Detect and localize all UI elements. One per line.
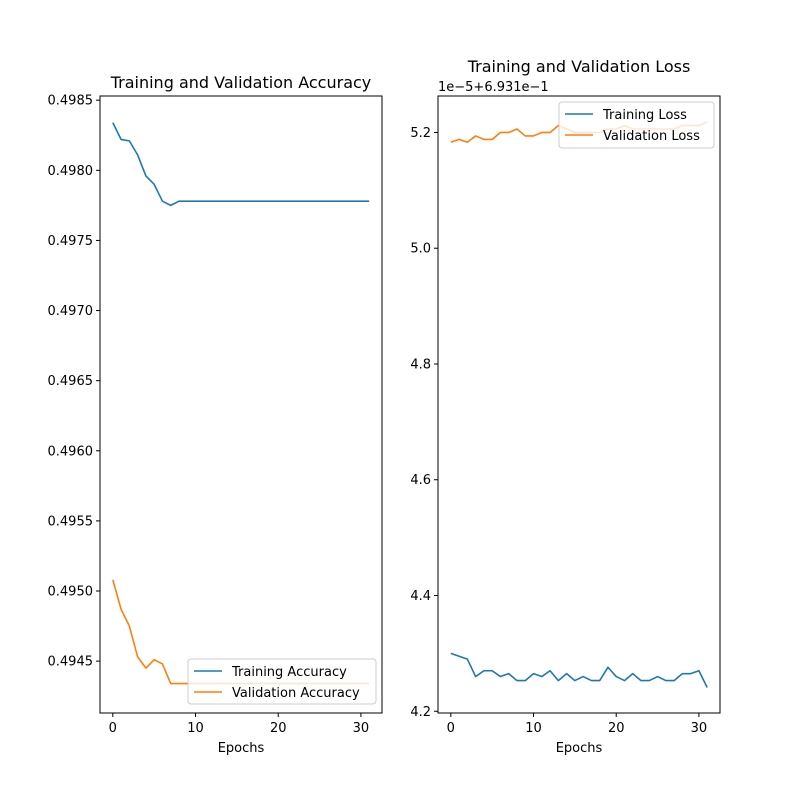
legend-label-validation-loss: Validation Loss <box>603 129 700 144</box>
loss-legend: Training Loss Validation Loss <box>558 101 715 149</box>
accuracy-chart-title: Training and Validation Accuracy <box>110 73 372 92</box>
loss-y-offset-text: 1e−5+6.931e−1 <box>438 80 549 95</box>
loss-legend-box <box>558 101 715 149</box>
loss-x-tick-label: 0 <box>447 721 455 736</box>
accuracy-x-tick-label: 30 <box>353 721 370 736</box>
accuracy-y-tick-label: 0.4950 <box>48 585 94 600</box>
loss-y-tick-label: 4.4 <box>410 589 431 604</box>
loss-x-label: Epochs <box>556 741 603 756</box>
accuracy-plot-frame <box>99 95 383 714</box>
series-line-training-accuracy <box>112 122 370 207</box>
accuracy-y-tick-label: 0.4945 <box>48 655 94 670</box>
legend-label-validation-accuracy: Validation Accuracy <box>232 686 360 701</box>
accuracy-y-axis: 0.4945 0.4950 0.4955 0.4960 0.4965 0.4970 0.49… <box>48 94 100 670</box>
loss-x-tick-label: 20 <box>608 721 625 736</box>
accuracy-y-tick-label: 0.4985 <box>48 94 94 109</box>
accuracy-x-tick-label: 20 <box>270 721 287 736</box>
accuracy-y-tick-label: 0.4960 <box>48 444 94 459</box>
loss-y-tick-label: 5.2 <box>410 126 431 141</box>
legend-label-training-accuracy: Training Accuracy <box>231 665 347 680</box>
loss-y-tick-label: 4.2 <box>410 705 431 720</box>
loss-x-tick-label: 30 <box>691 721 708 736</box>
accuracy-x-tick-label: 10 <box>187 721 204 736</box>
accuracy-y-tick-label: 0.4975 <box>48 234 94 249</box>
accuracy-x-tick-label: 0 <box>109 721 117 736</box>
accuracy-y-tick-label: 0.4980 <box>48 164 94 179</box>
loss-x-axis: 0 10 20 30 <box>447 713 708 736</box>
loss-plot-frame <box>437 95 721 714</box>
loss-chart-title: Training and Validation Loss <box>467 57 691 76</box>
loss-y-tick-label: 4.6 <box>410 473 431 488</box>
loss-y-tick-label: 4.8 <box>410 357 431 372</box>
accuracy-chart: Training and Validation Accuracy 0.49450… <box>48 73 383 756</box>
accuracy-legend-box <box>187 658 377 705</box>
loss-x-tick-label: 10 <box>525 721 542 736</box>
loss-y-axis: 4.2 4.4 4.6 4.8 5.0 5.2 <box>410 126 438 720</box>
legend-label-training-loss: Training Loss <box>602 108 687 123</box>
accuracy-legend: Training Accuracy Validation Accuracy <box>187 658 377 705</box>
loss-chart: Training and Validation Loss 1e−5+6.931e… <box>410 57 721 756</box>
accuracy-y-tick-label: 0.4970 <box>48 304 94 319</box>
accuracy-x-axis: 0 10 20 30 <box>109 713 370 736</box>
series-line-training-loss <box>450 652 708 688</box>
accuracy-x-label: Epochs <box>218 741 265 756</box>
accuracy-y-tick-label: 0.4965 <box>48 374 94 389</box>
loss-y-tick-label: 5.0 <box>410 242 431 257</box>
accuracy-y-tick-label: 0.4955 <box>48 514 94 529</box>
